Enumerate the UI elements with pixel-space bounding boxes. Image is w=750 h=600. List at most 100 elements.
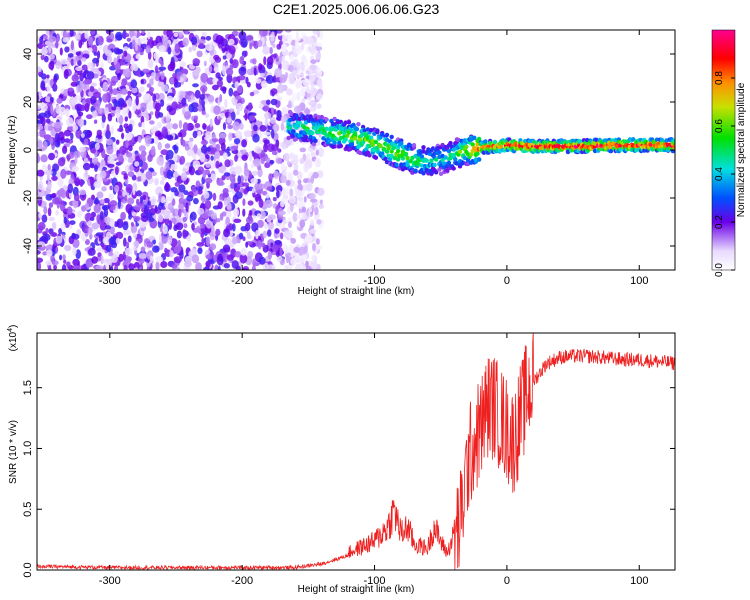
heatmap-cell <box>200 140 209 145</box>
heatmap-cell <box>255 121 262 126</box>
heatmap-cell <box>147 59 154 69</box>
heatmap-cell <box>400 156 406 161</box>
heatmap-cell <box>40 103 48 112</box>
heatmap-cell <box>171 101 179 110</box>
heatmap-cell <box>314 72 320 79</box>
heatmap-cell <box>242 236 246 241</box>
heatmap-cell <box>386 145 391 150</box>
heatmap-cell <box>167 235 173 245</box>
heatmap-cell <box>115 237 121 245</box>
heatmap-cell <box>307 36 314 46</box>
heatmap-cell <box>184 260 192 268</box>
heatmap-cell <box>128 214 132 220</box>
heatmap-cell <box>89 157 93 163</box>
heatmap-cell <box>375 130 380 135</box>
heatmap-cell <box>316 42 323 47</box>
heatmap-cell <box>93 180 102 189</box>
heatmap-cell <box>252 258 257 267</box>
heatmap-cell <box>285 187 289 198</box>
heatmap-cell <box>448 140 453 146</box>
heatmap-cell <box>117 73 121 81</box>
heatmap-cell <box>132 232 138 239</box>
heatmap-cell <box>194 89 201 99</box>
heatmap-cell <box>317 170 324 179</box>
heatmap-cell <box>45 193 53 201</box>
snr-series-line <box>37 333 675 570</box>
heatmap-cell <box>84 239 90 245</box>
heatmap-cell <box>205 131 212 138</box>
heatmap-cell <box>258 183 266 190</box>
heatmap-cell <box>188 46 193 53</box>
heatmap-cell <box>296 74 300 80</box>
heatmap-cell <box>203 60 207 67</box>
heatmap-cell <box>136 190 142 197</box>
heatmap-cell <box>147 252 151 260</box>
heatmap-cell <box>46 174 51 182</box>
heatmap-cell <box>38 71 43 76</box>
heatmap-cell <box>216 218 221 223</box>
heatmap-cell <box>165 116 170 124</box>
heatmap-cell <box>173 224 178 232</box>
heatmap-cell <box>281 34 286 44</box>
heatmap-cell <box>182 122 189 132</box>
heatmap-cell <box>42 233 51 241</box>
heatmap-cell <box>130 79 138 89</box>
heatmap-cell <box>286 88 293 96</box>
heatmap-cell <box>114 264 119 270</box>
heatmap-cell <box>434 157 439 162</box>
heatmap-cell <box>173 171 179 178</box>
heatmap-cell <box>262 105 270 112</box>
heatmap-cell <box>74 177 81 187</box>
heatmap-cell <box>215 34 224 45</box>
heatmap-cell <box>37 153 40 163</box>
heatmap-cell <box>52 163 60 172</box>
heatmap-cell <box>270 129 275 139</box>
heatmap-cell <box>55 235 63 244</box>
heatmap-cell <box>267 222 275 230</box>
heatmap-cell <box>106 38 113 43</box>
heatmap-cell <box>165 196 173 202</box>
heatmap-cell <box>289 188 293 197</box>
heatmap-cell <box>231 111 236 121</box>
heatmap-cell <box>106 54 113 64</box>
heatmap-cell <box>437 150 442 155</box>
heatmap-cell <box>298 246 306 257</box>
heatmap-cell <box>50 105 54 115</box>
heatmap-cell <box>184 30 189 35</box>
heatmap-cell <box>248 209 253 216</box>
heatmap-cell <box>140 79 144 85</box>
heatmap-cell <box>205 35 212 41</box>
heatmap-cell <box>48 216 55 222</box>
heatmap-cell <box>113 57 118 65</box>
heatmap-cell <box>293 52 298 58</box>
heatmap-cell <box>106 145 114 155</box>
heatmap-cell <box>205 254 213 260</box>
heatmap-cell <box>186 195 194 202</box>
heatmap-cell <box>242 267 248 270</box>
heatmap-cell <box>71 233 76 238</box>
heatmap-cell <box>222 152 228 160</box>
heatmap-cell <box>89 216 95 221</box>
heatmap-cell <box>133 204 141 211</box>
heatmap-cell <box>310 261 319 270</box>
heatmap-cell <box>55 33 60 42</box>
heatmap-cell <box>373 155 379 160</box>
heatmap-cell <box>55 209 60 216</box>
heatmap-cell <box>153 136 159 145</box>
heatmap-cell <box>367 153 372 158</box>
heatmap-cell <box>37 250 41 255</box>
heatmap-cell <box>43 55 49 63</box>
heatmap-cell <box>37 104 41 110</box>
heatmap-cell <box>165 161 170 168</box>
heatmap-cell <box>139 51 144 56</box>
heatmap-cell <box>464 144 469 150</box>
heatmap-cell <box>128 145 133 152</box>
heatmap-cell <box>216 80 223 88</box>
heatmap-cell <box>109 84 113 93</box>
heatmap-cell <box>492 139 498 145</box>
heatmap-cell <box>98 108 103 114</box>
heatmap-cell <box>288 100 292 108</box>
heatmap-cell <box>238 157 242 162</box>
heatmap-cell <box>302 88 306 98</box>
heatmap-cell <box>51 175 58 181</box>
